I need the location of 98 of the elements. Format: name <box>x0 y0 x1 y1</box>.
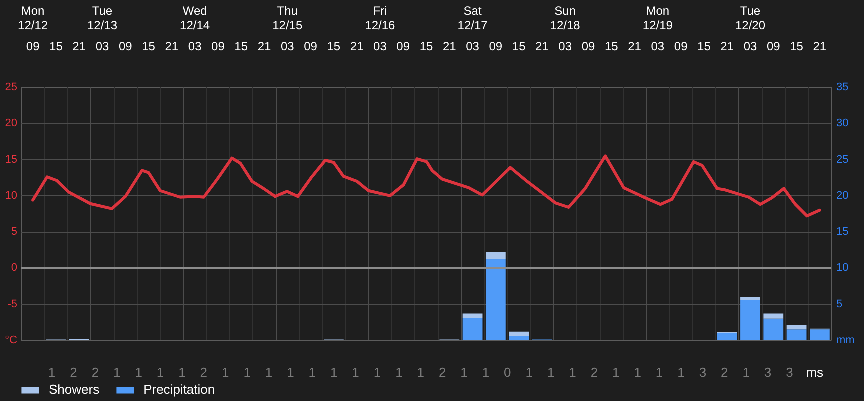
x2-tick-label: Sun 12/18 <box>550 4 581 32</box>
y2-tick-label: 20 <box>836 190 849 202</box>
x-tick-label: 03 <box>558 40 572 54</box>
x-tick-label: 21 <box>165 40 179 54</box>
x-tick-label: 09 <box>674 40 688 54</box>
data-label: 1 <box>396 365 403 380</box>
data-label: 1 <box>526 365 533 380</box>
x-tick-label: 15 <box>698 40 712 54</box>
x-tick-label: 09 <box>118 40 133 54</box>
data-label: 2 <box>92 365 100 380</box>
data-label: 1 <box>330 365 338 380</box>
x2-tick-label: Wed 12/14 <box>180 4 210 32</box>
x-tick-label: 15 <box>327 40 341 54</box>
y2-tick-label: 5 <box>836 298 843 310</box>
x-tick-label: 15 <box>420 40 434 54</box>
data-label: 1 <box>308 365 316 380</box>
x-tick-label: 15 <box>50 40 64 54</box>
x-tick-label: 09 <box>396 40 410 54</box>
data-label: 2 <box>721 365 728 380</box>
y-tick-label: 20 <box>5 118 18 130</box>
x-tick-label: 15 <box>604 40 619 54</box>
x-tick-label: 15 <box>790 40 804 54</box>
data-label: 1 <box>634 365 642 380</box>
y2-tick-label: 25 <box>836 154 849 166</box>
data-label: 1 <box>135 365 142 380</box>
y-tick-label: 0 <box>11 262 18 274</box>
x-tick-label: 15 <box>512 40 526 54</box>
y2-tick-label: 15 <box>836 226 849 238</box>
data-label: 1 <box>244 365 251 380</box>
data-label: 2 <box>70 365 78 380</box>
x-tick-label: 21 <box>350 40 364 54</box>
legend-label: Showers <box>49 382 100 397</box>
data-label: 1 <box>156 365 164 380</box>
x-tick-label: 21 <box>628 40 642 54</box>
text: ms <box>806 365 824 380</box>
data-label: 1 <box>287 365 294 380</box>
data-label: 1 <box>612 365 620 380</box>
x2-tick-label: Tue 12/13 <box>87 4 118 32</box>
data-label: 1 <box>482 365 490 380</box>
x-tick-label: 03 <box>466 40 480 54</box>
data-label: 3 <box>786 365 794 380</box>
x-tick-label: 21 <box>536 40 550 54</box>
data-label: 1 <box>374 365 382 380</box>
y-tick-label: °C <box>5 334 18 346</box>
data-label: 1 <box>352 365 360 380</box>
x-tick-label: 09 <box>766 40 781 54</box>
y2-tick-label: 35 <box>836 82 849 94</box>
x2-tick-label: Thu 12/15 <box>272 4 303 32</box>
data-label: 1 <box>265 365 273 380</box>
data-label: 3 <box>764 365 772 380</box>
x2-tick-label: Tue 12/20 <box>735 4 766 32</box>
data-label: 2 <box>590 365 598 380</box>
y-tick-label: 10 <box>5 190 18 202</box>
x-tick-label: 21 <box>72 40 86 54</box>
x2-tick-label: Mon 12/12 <box>18 4 48 32</box>
data-label: 3 <box>699 365 707 380</box>
y-tick-label: -5 <box>8 298 18 310</box>
data-label: 1 <box>114 365 121 380</box>
legend-label: Precipitation <box>144 382 216 397</box>
y-tick-label: 15 <box>5 154 18 166</box>
x-tick-label: 21 <box>258 40 272 54</box>
y-tick-label: 5 <box>11 226 18 238</box>
data-label: 1 <box>569 365 576 380</box>
data-label: 1 <box>547 365 555 380</box>
x2-tick-label: Sat 12/17 <box>458 4 488 32</box>
y2-tick-label: 30 <box>836 118 849 130</box>
x2-tick-label: Mon 12/19 <box>642 4 674 32</box>
x-tick-label: 21 <box>720 40 734 54</box>
y2-tick-label: 10 <box>836 262 849 274</box>
data-label: 1 <box>656 365 664 380</box>
x-tick-label: 03 <box>280 40 295 54</box>
x-tick-label: 09 <box>212 40 226 54</box>
data-label: 1 <box>222 365 230 380</box>
x-tick-label: 15 <box>142 40 156 54</box>
data-label: 1 <box>417 365 424 380</box>
data-label: 1 <box>460 365 468 380</box>
x-tick-label: 03 <box>96 40 110 54</box>
x-tick-label: 09 <box>26 40 40 54</box>
x-tick-label: 09 <box>304 40 318 54</box>
x-tick-label: 09 <box>489 40 503 54</box>
data-label: 1 <box>178 365 186 380</box>
x-tick-label: 03 <box>188 40 202 54</box>
x-tick-label: 03 <box>651 40 665 54</box>
y-tick-label: 25 <box>5 82 18 94</box>
x-tick-label: 03 <box>744 40 758 54</box>
data-label: 1 <box>742 365 750 380</box>
x-tick-label: 21 <box>813 40 827 54</box>
y2-tick-label: mm <box>836 334 855 346</box>
x-tick-label: 15 <box>234 40 248 54</box>
data-label: 1 <box>48 365 56 380</box>
x-tick-label: 03 <box>374 40 388 54</box>
x2-tick-label: Fri 12/16 <box>365 4 396 32</box>
data-label: 2 <box>200 365 208 380</box>
data-label: 2 <box>438 365 446 380</box>
x-tick-label: 09 <box>582 40 596 54</box>
data-label: 1 <box>678 365 685 380</box>
x-tick-label: 21 <box>442 40 457 54</box>
data-label: 0 <box>504 365 512 380</box>
